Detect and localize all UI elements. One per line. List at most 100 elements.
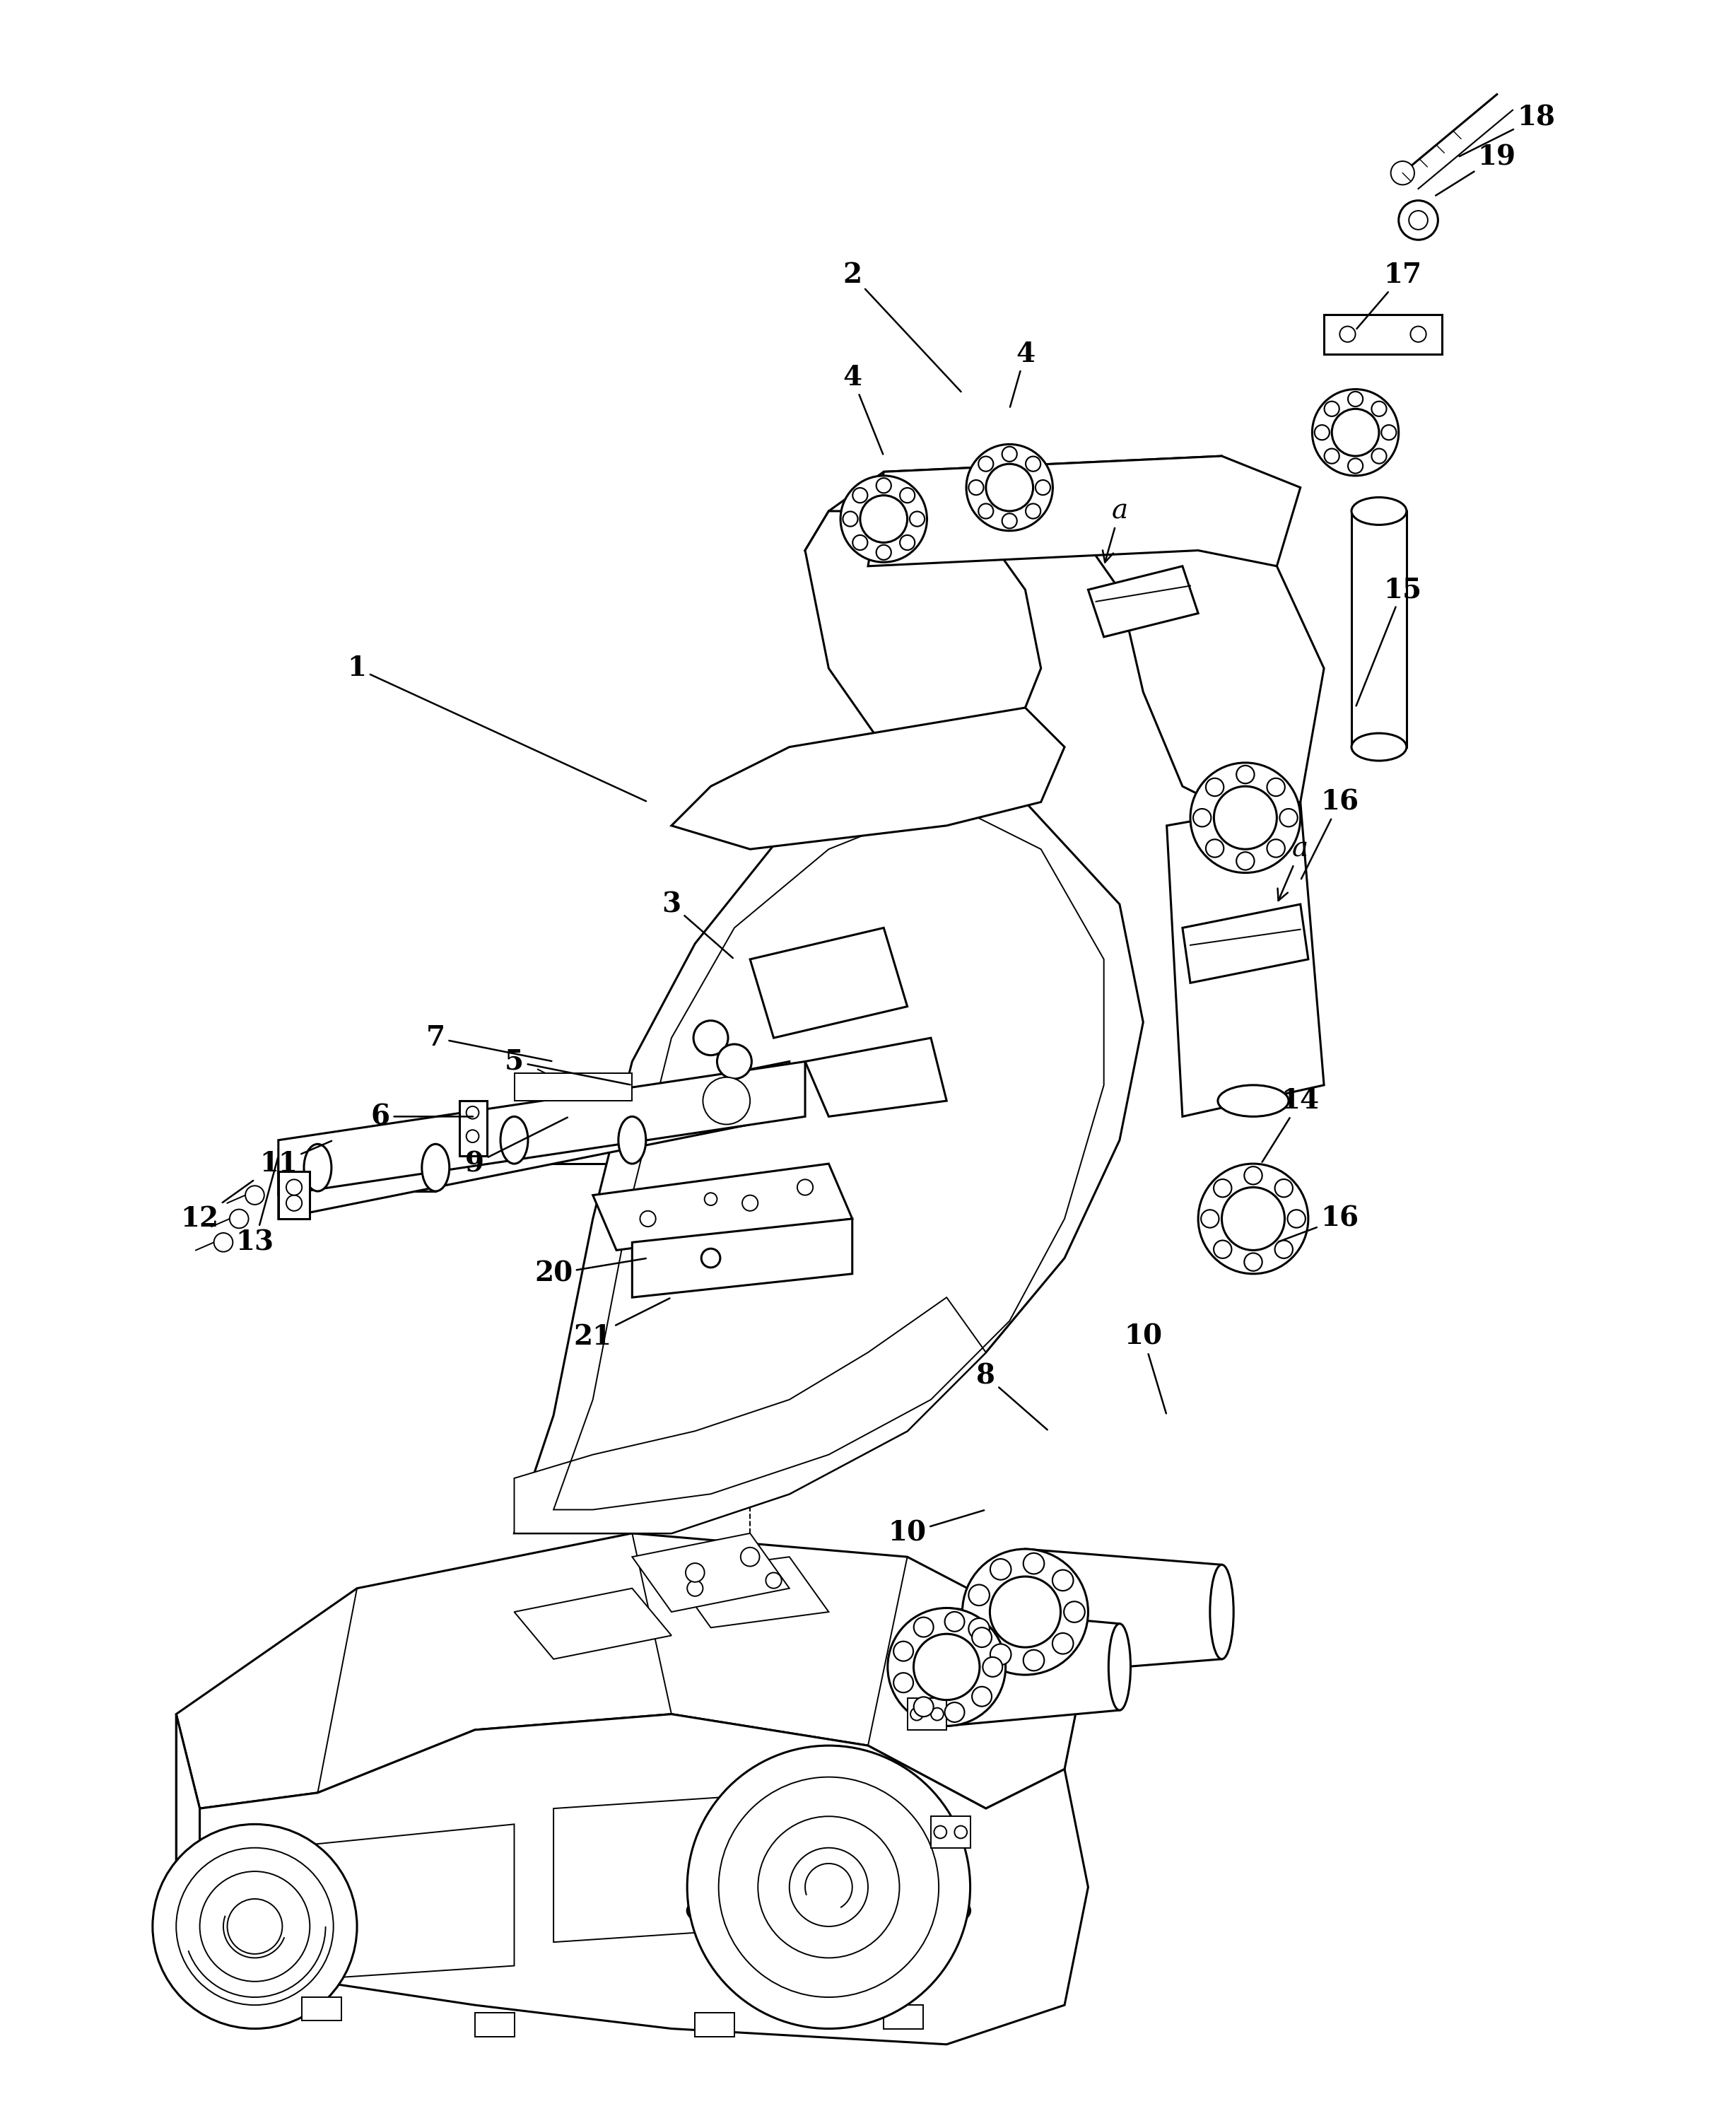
Circle shape bbox=[1312, 389, 1399, 476]
Circle shape bbox=[1236, 766, 1255, 783]
Circle shape bbox=[972, 1628, 991, 1647]
Polygon shape bbox=[554, 1792, 790, 1943]
Circle shape bbox=[913, 1696, 934, 1718]
Polygon shape bbox=[278, 1062, 790, 1219]
Ellipse shape bbox=[422, 1144, 450, 1191]
Polygon shape bbox=[632, 1219, 852, 1297]
Circle shape bbox=[1325, 401, 1338, 416]
Text: 17: 17 bbox=[1358, 261, 1422, 329]
Circle shape bbox=[686, 1563, 705, 1582]
Circle shape bbox=[1213, 786, 1276, 849]
Circle shape bbox=[1191, 762, 1300, 873]
Ellipse shape bbox=[1352, 732, 1406, 760]
Bar bbox=[460, 1102, 486, 1155]
Circle shape bbox=[1347, 459, 1363, 473]
Text: 11: 11 bbox=[259, 1140, 332, 1176]
Circle shape bbox=[200, 1870, 309, 1981]
Circle shape bbox=[1236, 851, 1255, 870]
Bar bbox=[908, 1698, 946, 1730]
Polygon shape bbox=[806, 456, 1245, 567]
Circle shape bbox=[969, 1618, 990, 1639]
Circle shape bbox=[944, 1703, 965, 1722]
Circle shape bbox=[797, 1180, 812, 1195]
Circle shape bbox=[840, 476, 927, 563]
Text: 15: 15 bbox=[1356, 575, 1422, 705]
Polygon shape bbox=[868, 456, 1300, 567]
Circle shape bbox=[705, 1193, 717, 1206]
Text: 19: 19 bbox=[1436, 144, 1516, 195]
Circle shape bbox=[1382, 425, 1396, 439]
Text: 1: 1 bbox=[347, 654, 646, 800]
Circle shape bbox=[913, 1635, 979, 1701]
Polygon shape bbox=[514, 1588, 672, 1658]
Text: 16: 16 bbox=[1279, 1206, 1359, 1242]
Circle shape bbox=[910, 1707, 924, 1720]
Text: 5: 5 bbox=[505, 1049, 630, 1085]
Circle shape bbox=[1371, 401, 1387, 416]
Polygon shape bbox=[806, 1038, 946, 1117]
Polygon shape bbox=[750, 928, 908, 1038]
Text: 10: 10 bbox=[1123, 1323, 1167, 1414]
Circle shape bbox=[887, 1607, 1005, 1726]
Polygon shape bbox=[1064, 456, 1325, 817]
Circle shape bbox=[687, 1580, 703, 1596]
Text: 21: 21 bbox=[573, 1299, 670, 1350]
Circle shape bbox=[1023, 1650, 1045, 1671]
Circle shape bbox=[286, 1180, 302, 1195]
Polygon shape bbox=[1182, 904, 1309, 983]
Circle shape bbox=[1371, 448, 1387, 463]
Circle shape bbox=[1279, 809, 1297, 826]
Circle shape bbox=[1399, 200, 1437, 240]
Circle shape bbox=[641, 1210, 656, 1227]
Circle shape bbox=[899, 535, 915, 550]
Circle shape bbox=[1052, 1633, 1073, 1654]
Circle shape bbox=[1410, 327, 1427, 342]
Bar bbox=[302, 1998, 342, 2021]
Text: a: a bbox=[1102, 499, 1128, 563]
Polygon shape bbox=[1026, 1550, 1222, 1675]
Polygon shape bbox=[1088, 567, 1198, 637]
Bar bbox=[694, 2013, 734, 2036]
Circle shape bbox=[1198, 1163, 1309, 1274]
Ellipse shape bbox=[1210, 1565, 1234, 1658]
Circle shape bbox=[877, 546, 891, 560]
Circle shape bbox=[229, 1210, 248, 1229]
Circle shape bbox=[1023, 1554, 1045, 1573]
Polygon shape bbox=[672, 707, 1064, 849]
Circle shape bbox=[1002, 514, 1017, 529]
Circle shape bbox=[877, 478, 891, 493]
Ellipse shape bbox=[304, 1144, 332, 1191]
Ellipse shape bbox=[1352, 497, 1406, 524]
Polygon shape bbox=[514, 1297, 986, 1533]
Text: 2: 2 bbox=[842, 261, 962, 393]
Circle shape bbox=[990, 1577, 1061, 1647]
Text: 4: 4 bbox=[842, 363, 884, 454]
Polygon shape bbox=[946, 1607, 1120, 1726]
Circle shape bbox=[1314, 425, 1330, 439]
Polygon shape bbox=[592, 1163, 852, 1250]
Circle shape bbox=[962, 1550, 1088, 1675]
Circle shape bbox=[1245, 1253, 1262, 1272]
Polygon shape bbox=[806, 512, 1042, 771]
Text: 14: 14 bbox=[1262, 1087, 1319, 1161]
Circle shape bbox=[1391, 161, 1415, 185]
Circle shape bbox=[1064, 1601, 1085, 1622]
Circle shape bbox=[227, 1898, 283, 1953]
Bar bbox=[930, 1817, 970, 1847]
Ellipse shape bbox=[618, 1117, 646, 1163]
Text: 4: 4 bbox=[1010, 340, 1035, 408]
Polygon shape bbox=[672, 1556, 828, 1628]
Ellipse shape bbox=[687, 1879, 970, 1943]
Text: 20: 20 bbox=[535, 1259, 646, 1287]
Circle shape bbox=[1332, 410, 1378, 456]
Circle shape bbox=[693, 1021, 727, 1055]
Circle shape bbox=[286, 1195, 302, 1210]
Circle shape bbox=[894, 1641, 913, 1660]
Circle shape bbox=[245, 1187, 264, 1204]
Circle shape bbox=[1288, 1210, 1305, 1227]
Circle shape bbox=[1325, 448, 1338, 463]
Text: a: a bbox=[1278, 836, 1309, 900]
Circle shape bbox=[910, 512, 925, 527]
Circle shape bbox=[1026, 503, 1040, 518]
Circle shape bbox=[894, 1673, 913, 1692]
